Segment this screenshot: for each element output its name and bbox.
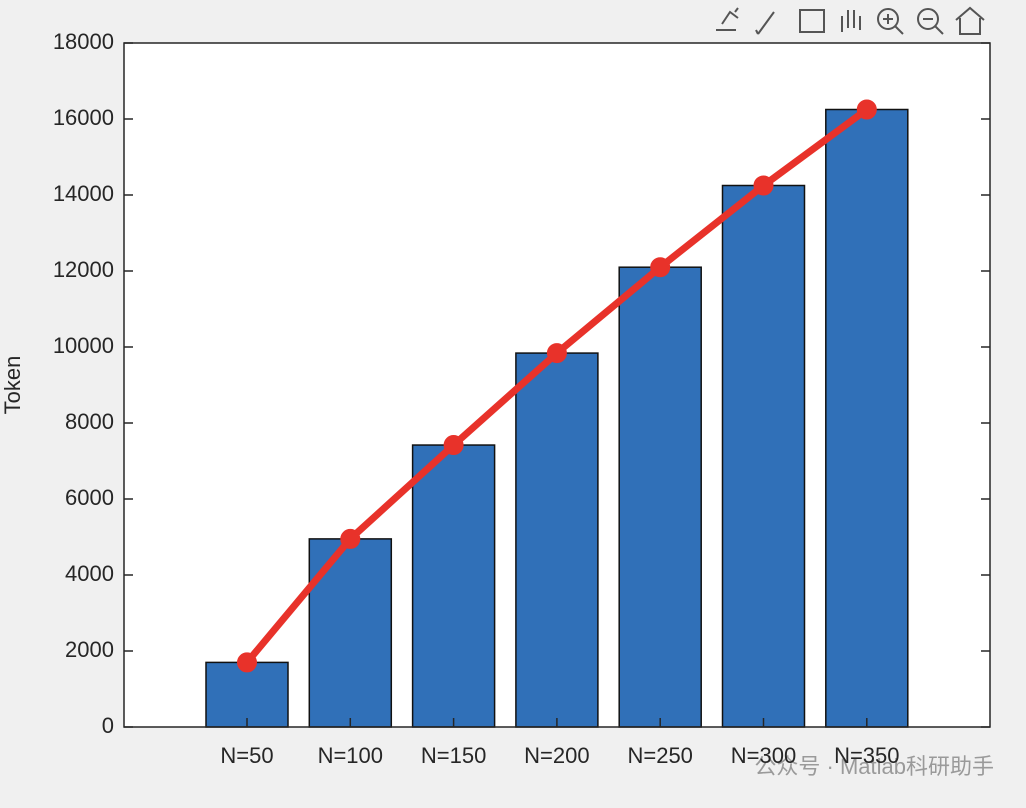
line-marker [650, 257, 671, 278]
x-tick-label: N=200 [524, 743, 589, 768]
y-tick-label: 6000 [65, 485, 114, 510]
y-tick-label: 8000 [65, 409, 114, 434]
x-tick-label: N=350 [834, 743, 899, 768]
marks [205, 99, 909, 728]
line-marker [753, 175, 774, 196]
home-icon[interactable] [955, 6, 985, 35]
y-tick-label: 10000 [53, 333, 114, 358]
x-tick-label: N=150 [421, 743, 486, 768]
watermark: 公众号 · Matlab科研助手 [754, 754, 994, 779]
x-tick-label: N=250 [627, 743, 692, 768]
y-tick-label: 0 [102, 713, 114, 738]
x-tick-label: N=300 [731, 743, 796, 768]
line-marker [443, 435, 464, 456]
y-tick-label: 16000 [53, 105, 114, 130]
bar [721, 184, 806, 728]
bar [411, 444, 496, 728]
y-axis-label: Token [0, 356, 25, 415]
pan-icon[interactable] [841, 10, 861, 32]
toolbar[interactable] [716, 6, 985, 35]
y-tick-label: 18000 [53, 29, 114, 54]
x-tick-label: N=100 [318, 743, 383, 768]
x-tick-label: N=50 [220, 743, 273, 768]
bar [308, 538, 393, 728]
bar [205, 661, 289, 728]
y-tick-label: 14000 [53, 181, 114, 206]
line-marker [546, 343, 567, 364]
export-icon[interactable] [716, 7, 739, 31]
zoom-out-icon[interactable] [917, 8, 939, 30]
bar [825, 108, 909, 728]
zoom-in-icon[interactable] [877, 8, 899, 30]
line-marker [237, 652, 257, 673]
datatip-icon[interactable] [799, 9, 825, 33]
y-tick-label: 4000 [65, 561, 114, 586]
bar [618, 266, 702, 728]
brush-icon[interactable] [755, 11, 775, 35]
bar [515, 352, 599, 728]
y-tick-label: 12000 [53, 257, 114, 282]
line-marker [340, 528, 361, 549]
line-marker [856, 99, 877, 120]
y-tick-label: 2000 [65, 637, 114, 662]
